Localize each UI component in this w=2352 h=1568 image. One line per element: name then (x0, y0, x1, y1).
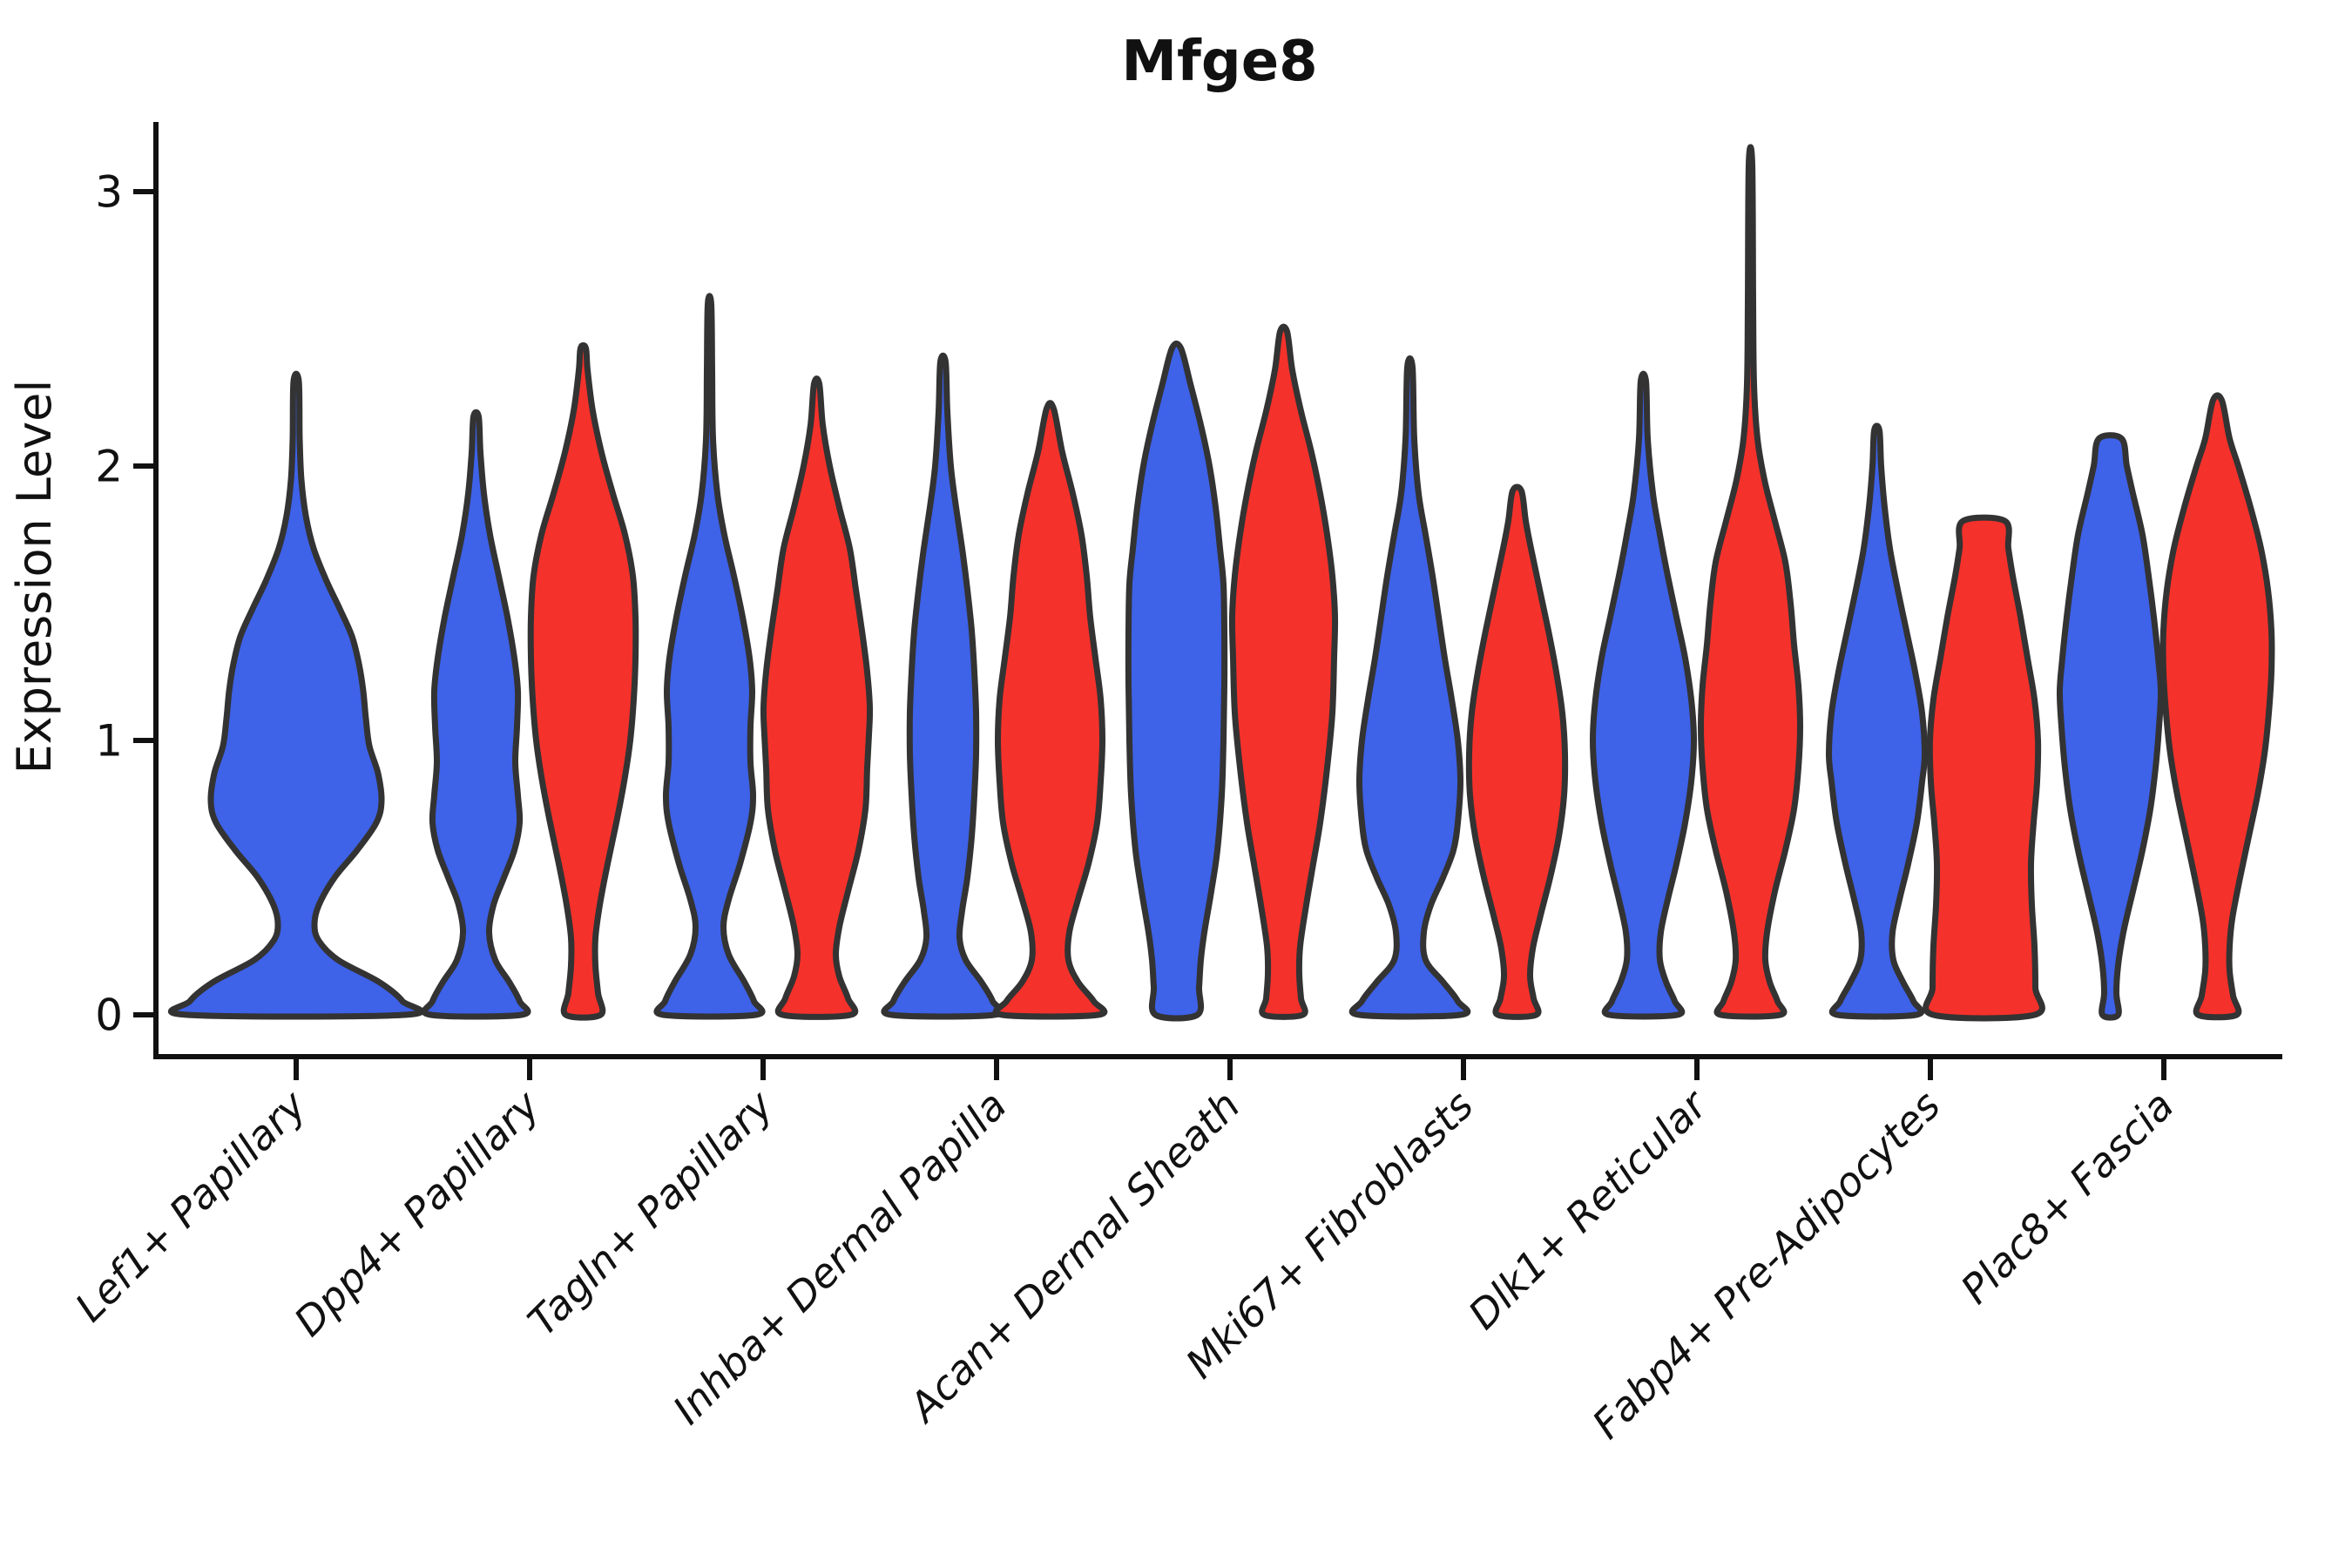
axes (133, 122, 2282, 1080)
x-tick-label-dpp4-papillary: Dpp4+ Papillary (285, 1081, 549, 1345)
violin-dlk1-reticular-red (1698, 144, 1803, 1020)
violin-fabp4-pre-adipocytes-red (1923, 514, 2045, 1022)
y-axis-label: Expression Level (7, 380, 62, 774)
violin-mki67-fibroblasts-blue (1348, 355, 1471, 1020)
violin-tagln-papillary-red (760, 375, 874, 1020)
violin-mki67-fibroblasts-red (1465, 483, 1569, 1020)
x-tick-label-lef1-papillary: Lef1+ Papillary (66, 1081, 315, 1330)
violin-dlk1-reticular-blue (1590, 370, 1697, 1020)
chart-title: Mfge8 (1121, 30, 1317, 94)
violin-lef1-papillary-blue (168, 370, 424, 1020)
y-tick-label-0: 0 (95, 990, 123, 1041)
violins-layer (168, 144, 2275, 1022)
y-tick-label-1: 1 (95, 716, 123, 767)
violin-inhba-dermal-papilla-blue (881, 352, 1005, 1020)
x-tick-label-dlk1-reticular: Dlk1+ Reticular (1459, 1079, 1718, 1338)
x-tick-label-plac8-fascia: Plac8+ Fascia (1951, 1082, 2182, 1313)
x-tick-label-tagln-papillary: Tagln+ Papillary (518, 1081, 782, 1345)
violin-tagln-papillary-blue (653, 293, 766, 1020)
violin-acan-dermal-sheath-blue (1125, 341, 1228, 1022)
violin-dpp4-papillary-red (527, 341, 639, 1021)
violin-plac8-fascia-red (2159, 392, 2275, 1021)
violin-dpp4-papillary-blue (421, 409, 531, 1020)
violin-fabp4-pre-adipocytes-blue (1826, 422, 1928, 1020)
violin-inhba-dermal-papilla-red (992, 400, 1108, 1020)
violin-plac8-fascia-blue (2056, 432, 2165, 1021)
y-tick-label-3: 3 (95, 167, 123, 218)
violin-acan-dermal-sheath-red (1228, 323, 1339, 1020)
y-tick-label-2: 2 (95, 442, 123, 492)
